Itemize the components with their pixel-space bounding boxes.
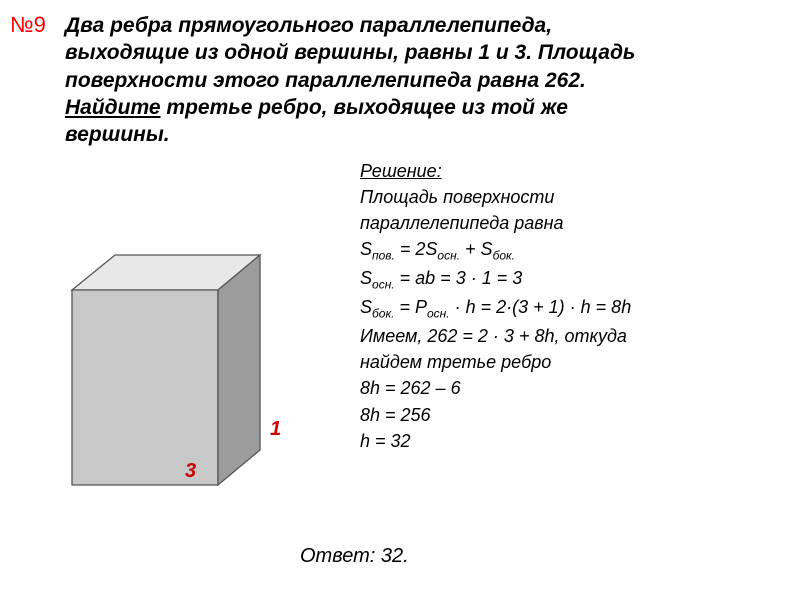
solution-line5: Sбок. = Pосн. · h = 2·(3 + 1) · h = 8h: [360, 294, 780, 323]
problem-line3: поверхности этого параллелепипеда равна …: [65, 69, 586, 92]
solution-line3: Sпов. = 2Sосн. + Sбок.: [360, 236, 780, 265]
eq-2s: = 2S: [395, 239, 438, 259]
solution-block: Решение: Площадь поверхности параллелепи…: [360, 158, 780, 454]
sub-pov: пов.: [372, 249, 395, 263]
solution-line10: h = 32: [360, 428, 780, 454]
problem-line2: выходящие из одной вершины, равны 1 и 3.…: [65, 41, 635, 64]
solution-line2: параллелепипеда равна: [360, 210, 780, 236]
front-face: [72, 290, 218, 485]
s-pov: S: [360, 239, 372, 259]
eq-p: = P: [394, 297, 427, 317]
s-osn: S: [360, 268, 372, 288]
sub-bok2: бок.: [372, 307, 394, 321]
solution-line7: найдем третье ребро: [360, 349, 780, 375]
solution-line8: 8h = 262 – 6: [360, 375, 780, 401]
answer-value: 32.: [381, 545, 409, 567]
answer-block: Ответ: 32.: [300, 545, 409, 568]
sosn-calc: = ab = 3 · 1 = 3: [395, 268, 523, 288]
edge-label-1: 1: [270, 418, 281, 441]
solution-line9: 8h = 256: [360, 402, 780, 428]
problem-line1: Два ребра прямоугольного параллелепипеда…: [65, 14, 552, 37]
answer-label: Ответ:: [300, 545, 381, 567]
plus-s: + S: [460, 239, 493, 259]
s-bok: S: [360, 297, 372, 317]
sub-bok1: бок.: [493, 249, 515, 263]
problem-line5: вершины.: [65, 123, 170, 146]
edge-label-3: 3: [185, 460, 196, 483]
sub-osn1: осн.: [437, 249, 460, 263]
problem-line4-rest: третье ребро, выходящее из той же: [161, 96, 568, 119]
solution-line6: Имеем, 262 = 2 · 3 + 8h, откуда: [360, 323, 780, 349]
solution-heading: Решение:: [360, 161, 442, 181]
problem-statement: Два ребра прямоугольного параллелепипеда…: [65, 12, 765, 148]
problem-line4-underline: Найдите: [65, 96, 161, 119]
solution-line4: Sосн. = ab = 3 · 1 = 3: [360, 265, 780, 294]
side-face: [218, 255, 260, 485]
solution-line1: Площадь поверхности: [360, 184, 780, 210]
sub-osn2: осн.: [372, 278, 395, 292]
sub-osn3: осн.: [427, 307, 450, 321]
sbok-calc: · h = 2·(3 + 1) · h = 8h: [450, 297, 632, 317]
problem-number: №9: [10, 12, 46, 38]
